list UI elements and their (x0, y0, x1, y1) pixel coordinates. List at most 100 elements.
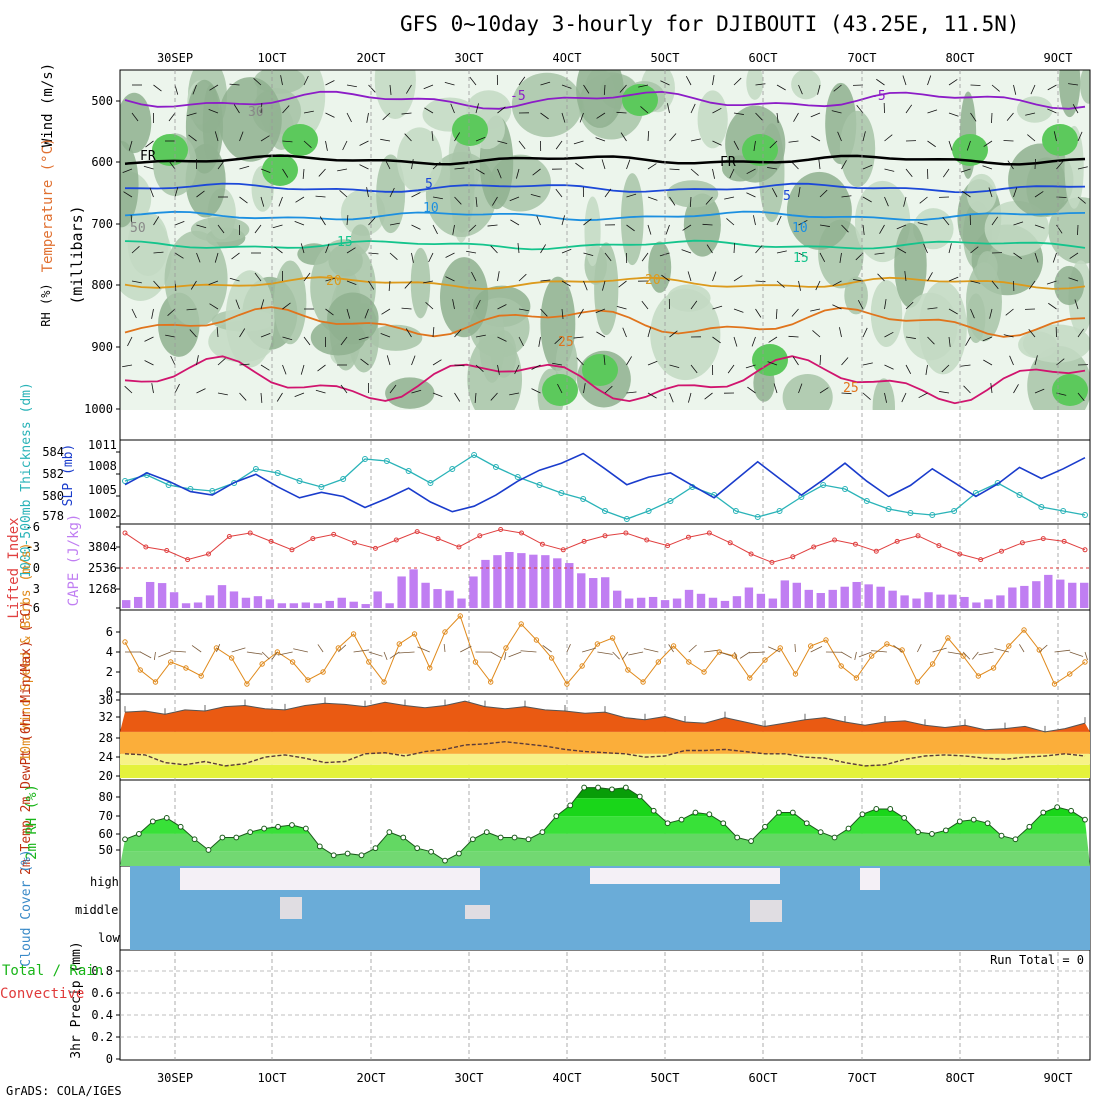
rh-shade (1016, 96, 1053, 123)
wind-barb (475, 168, 485, 175)
wind-barb (1013, 384, 1019, 394)
wind-barb (239, 392, 247, 401)
wind-barb (302, 168, 305, 179)
wind-barb (497, 168, 502, 179)
slp-thickness-panel (122, 452, 1088, 522)
cape-bar (804, 589, 813, 608)
wind-barb-10m (520, 650, 537, 653)
cloud-cover-panel (130, 866, 1090, 950)
li-marker (352, 540, 358, 546)
wind-speed-marker (198, 673, 204, 679)
wind-barb (406, 84, 412, 94)
wind-barb (960, 168, 971, 173)
cape-bar (840, 586, 849, 608)
wind-barb-10m (140, 651, 152, 659)
wind-barb (595, 137, 606, 142)
wind-barb (518, 308, 529, 312)
thickness-marker (929, 512, 936, 518)
thickness-marker (885, 506, 892, 512)
wind-barb (776, 84, 786, 91)
wind-barb-10m (643, 648, 659, 653)
cape-bar (768, 598, 778, 608)
li-marker (435, 536, 441, 542)
wind-barb (1005, 308, 1014, 316)
cape-bar (337, 597, 346, 608)
wind-barb (810, 308, 821, 312)
wind-barb (432, 196, 443, 200)
wind-barb (1077, 131, 1083, 142)
contour-label: 15 (337, 235, 353, 250)
wind-barb (583, 252, 594, 256)
wind-barb (272, 224, 283, 229)
wind-barb (798, 84, 803, 95)
cape-bar (241, 597, 251, 608)
wind-barb-10m (739, 651, 750, 659)
rh-marker (859, 811, 866, 818)
wind-barb (144, 336, 154, 342)
wind-barb (540, 308, 548, 317)
rh-marker (789, 809, 796, 816)
thickness-marker (449, 466, 456, 472)
li-marker (769, 559, 775, 565)
wind-barb (690, 168, 699, 176)
thickness-marker (296, 478, 303, 484)
wind-barb-10m (368, 651, 383, 657)
wind-barb (294, 392, 305, 397)
wind-speed-marker (853, 675, 860, 681)
date-label-top: 2OCT (357, 51, 386, 65)
wind-barb (1053, 131, 1057, 142)
wind-barb (647, 130, 650, 142)
temp-line (124, 700, 1086, 733)
rh-shade (620, 173, 644, 266)
wind-tick: 6 (106, 625, 113, 639)
wind-barb (948, 243, 952, 254)
rh-marker (678, 816, 685, 823)
wind-barb (812, 330, 821, 338)
temp-band-20 (120, 764, 1090, 778)
slp-tick: 1005 (88, 483, 117, 497)
wind-barb (509, 196, 520, 202)
wind-barb (596, 331, 606, 338)
wind-barb (970, 84, 981, 86)
wind-barb-10m (893, 644, 903, 653)
wind-barb (144, 360, 154, 366)
temp-tick: 20 (99, 769, 113, 783)
run-total: Run Total = 0 (990, 953, 1084, 967)
wind-barb-10m (153, 651, 156, 661)
thickness-marker (340, 476, 347, 482)
wind-barb (518, 273, 527, 282)
wind-barb-10m (1084, 651, 1088, 661)
cape-bar (469, 576, 478, 608)
wind-barb (432, 392, 443, 397)
li-marker (143, 544, 149, 550)
thickness-marker (951, 508, 958, 514)
thickness-marker (274, 470, 281, 476)
rh-marker (1082, 816, 1088, 823)
wind-barb (791, 161, 799, 170)
li-marker (999, 548, 1005, 554)
wind-barb (319, 216, 326, 226)
wind-barb (948, 112, 959, 117)
wind-barb (815, 280, 821, 291)
wind-barb (209, 84, 219, 91)
rh-marker (581, 784, 588, 791)
thickness-marker (252, 466, 259, 472)
wind-barb (385, 159, 391, 170)
rh-tick: 50 (99, 843, 113, 857)
rh-marker (831, 834, 838, 841)
wind-barb (424, 107, 434, 114)
wind-barb (497, 304, 507, 310)
rh-shade (273, 260, 307, 345)
wind-barb (315, 195, 326, 198)
wind-barb (733, 77, 742, 86)
cape-tick: 3804 (88, 540, 117, 554)
contour-label: 5 (783, 189, 791, 204)
wind-barb (862, 224, 865, 235)
wind-barb (918, 392, 928, 399)
wind-barb-10m (417, 646, 430, 653)
wind-speed-marker (457, 613, 463, 619)
wind-barb (841, 224, 849, 233)
wind-barb (897, 247, 907, 254)
wind-barb (641, 300, 649, 310)
li-marker (560, 547, 566, 553)
